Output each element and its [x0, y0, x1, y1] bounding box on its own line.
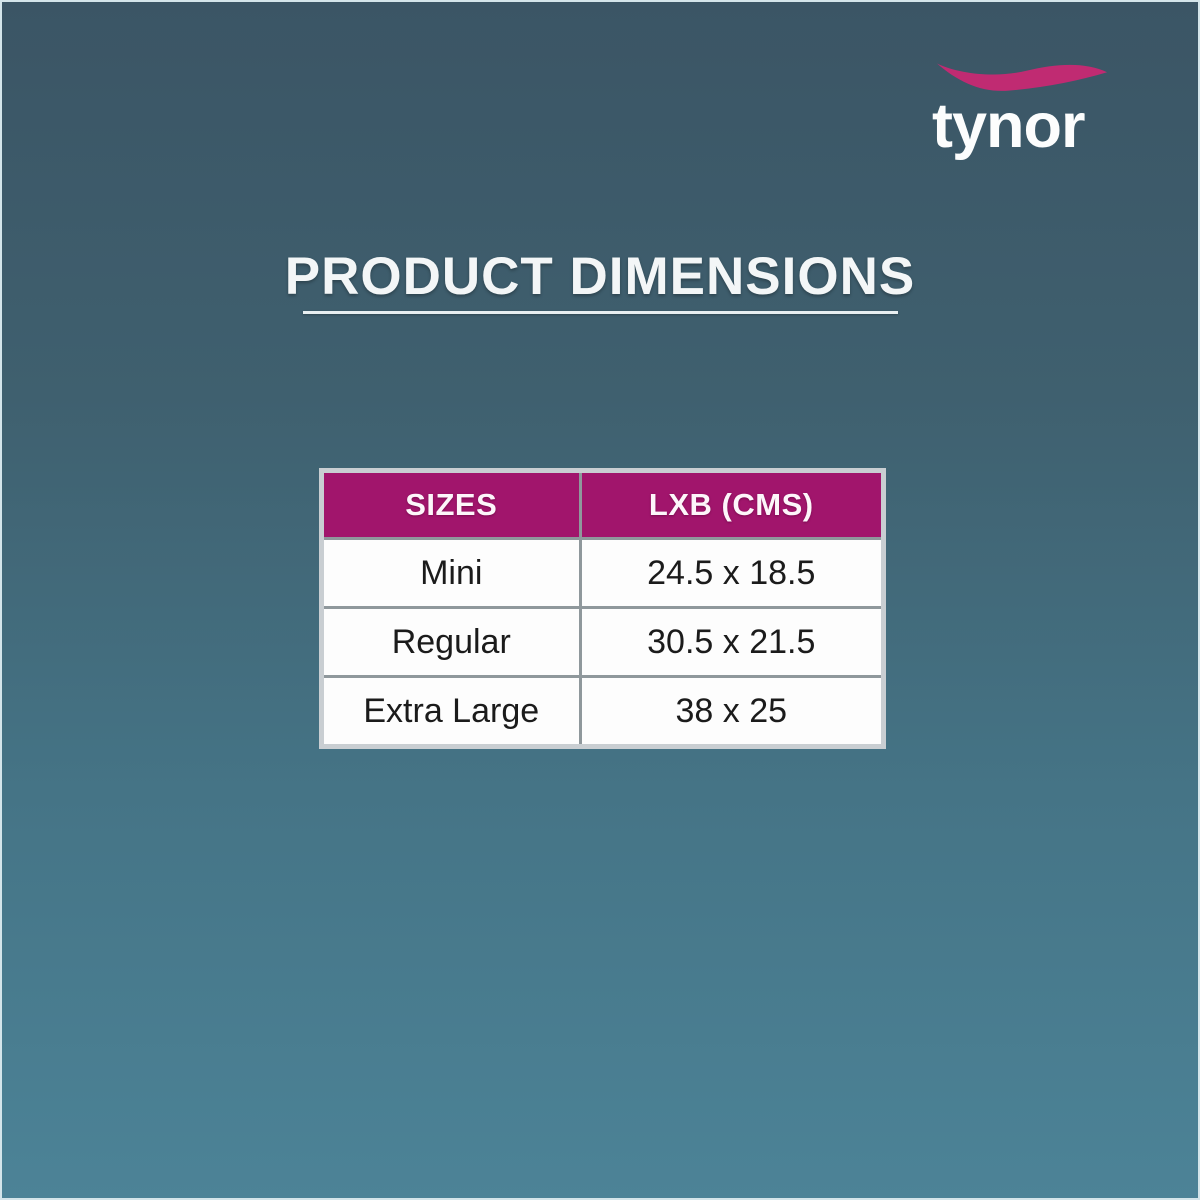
size-cell: Mini	[320, 537, 582, 609]
tynor-logo-text: tynor	[932, 91, 1086, 161]
tynor-swoosh-icon	[936, 63, 1108, 91]
dimensions-cell: 24.5 x 18.5	[578, 537, 886, 609]
dimensions-table: SIZES LXB (CMS) Mini 24.5 x 18.5 Regular…	[319, 468, 886, 749]
size-cell: Regular	[320, 606, 582, 678]
page-title: PRODUCT DIMENSIONS	[284, 247, 916, 306]
table-header-lxb-cms: LXB (CMS)	[578, 469, 886, 540]
swoosh-shape	[936, 63, 1108, 91]
dimensions-cell: 38 x 25	[578, 675, 886, 748]
table-header-sizes: SIZES	[320, 469, 582, 540]
title-block: PRODUCT DIMENSIONS	[2, 250, 1198, 314]
tynor-logo: tynor	[932, 50, 1132, 161]
table-row: Extra Large 38 x 25	[320, 675, 886, 748]
table-row: Regular 30.5 x 21.5	[320, 606, 886, 678]
table-header-row: SIZES LXB (CMS)	[320, 469, 886, 540]
size-cell: Extra Large	[320, 675, 582, 748]
title-underline	[302, 311, 898, 314]
table-row: Mini 24.5 x 18.5	[320, 537, 886, 609]
dimensions-cell: 30.5 x 21.5	[578, 606, 886, 678]
